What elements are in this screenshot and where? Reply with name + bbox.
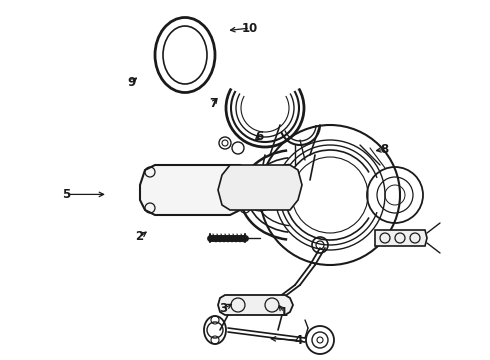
Text: 1: 1 [280, 306, 288, 319]
Text: 10: 10 [242, 22, 258, 35]
Text: 8: 8 [381, 143, 389, 156]
Text: 2: 2 [136, 230, 144, 243]
Text: 7: 7 [209, 97, 217, 110]
Text: 5: 5 [62, 188, 70, 201]
Polygon shape [140, 165, 252, 215]
Polygon shape [375, 230, 427, 246]
Text: 6: 6 [256, 130, 264, 143]
Polygon shape [218, 295, 293, 315]
Text: 9: 9 [127, 76, 135, 89]
Text: 4: 4 [295, 334, 303, 347]
Polygon shape [218, 165, 302, 210]
Text: 3: 3 [219, 302, 227, 315]
